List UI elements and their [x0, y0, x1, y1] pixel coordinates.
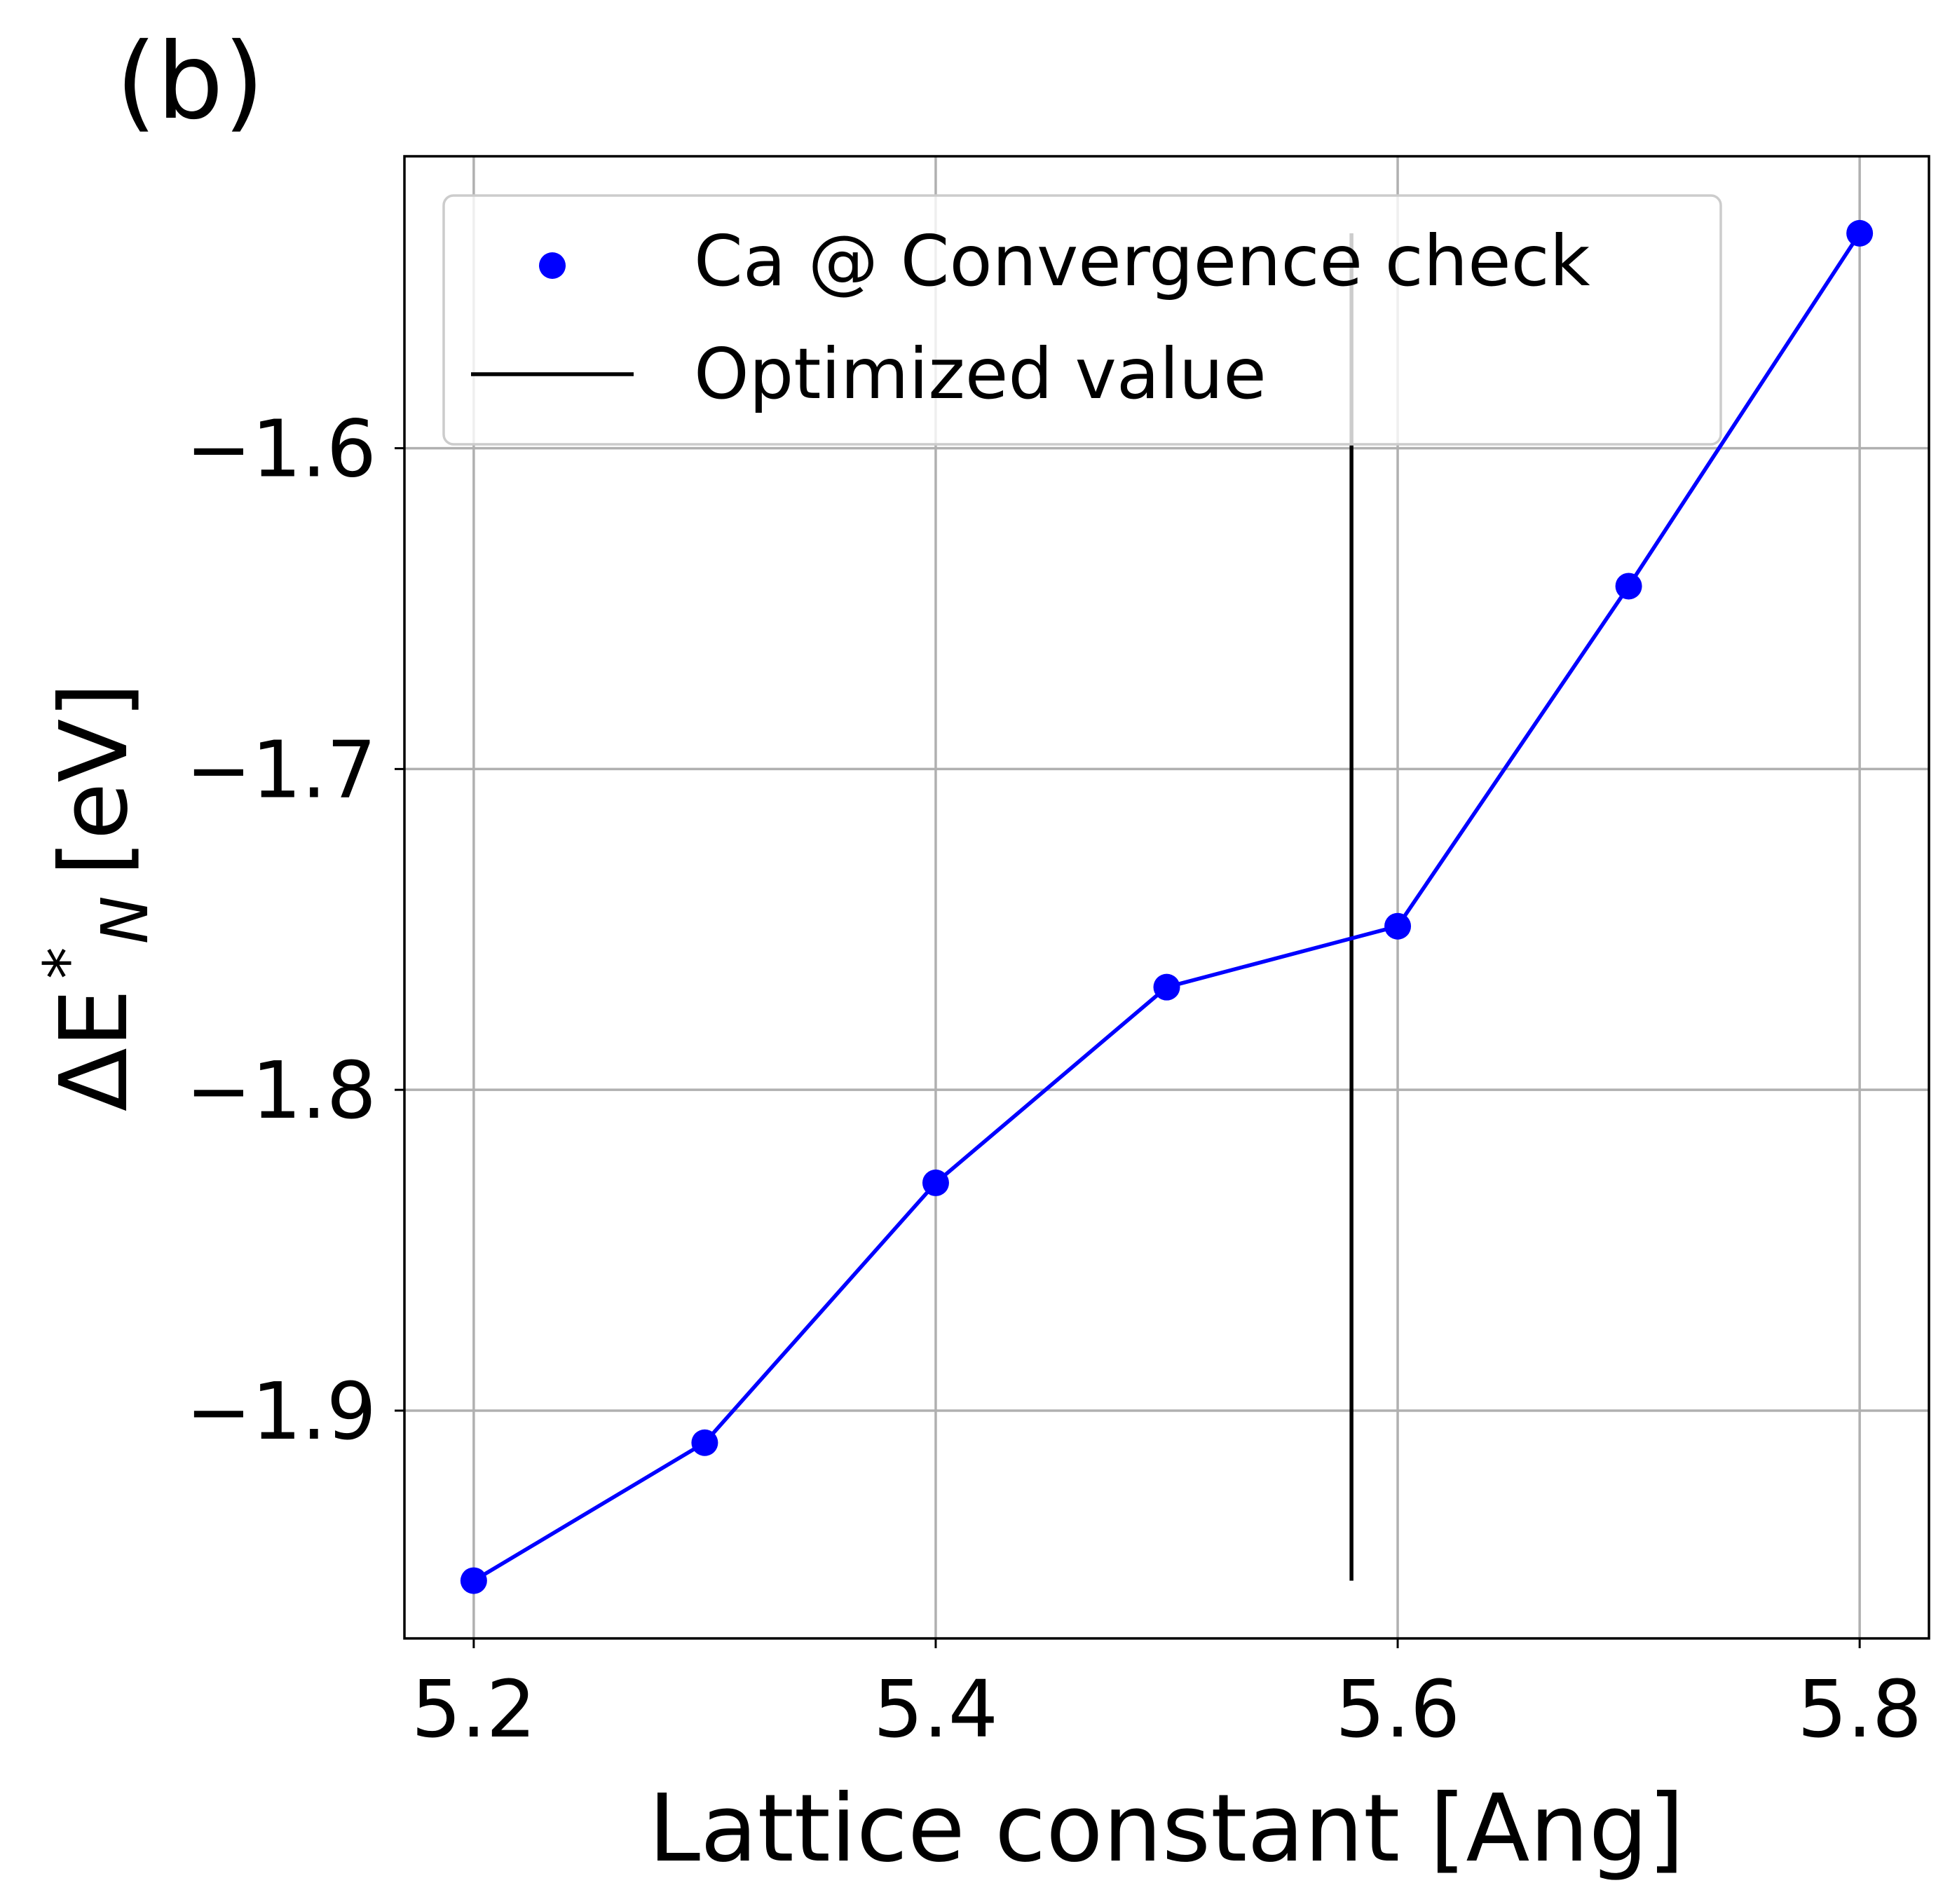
- y-tick-label: −1.7: [186, 725, 376, 816]
- tick-marks: [395, 447, 1861, 1648]
- x-axis-label: Lattice constant [Ang]: [648, 1775, 1684, 1883]
- data-points: [460, 219, 1874, 1594]
- data-point: [1384, 912, 1412, 940]
- y-axis-label-superscript: *: [30, 947, 105, 979]
- x-tick-label: 5.4: [873, 1664, 998, 1755]
- legend-marker-ca-convergence: [539, 252, 566, 279]
- y-axis-label-main: ΔE: [41, 989, 149, 1111]
- x-tick-label: 5.2: [411, 1664, 536, 1755]
- y-tick-labels: −1.9 −1.8 −1.7 −1.6: [186, 404, 376, 1458]
- y-axis-label-subscript: N: [88, 896, 163, 944]
- legend: Ca @ Convergence check Optimized value: [442, 194, 1722, 446]
- y-tick-label: −1.8: [186, 1046, 376, 1137]
- y-tick-label: −1.9: [186, 1367, 376, 1458]
- y-axis-label: ΔE *N [eV]: [30, 683, 163, 1111]
- x-tick-labels: 5.2 5.4 5.6 5.8: [411, 1664, 1922, 1755]
- y-tick-label: −1.6: [186, 404, 376, 495]
- data-point: [1846, 219, 1874, 247]
- plot-frame: [403, 155, 1930, 1640]
- panel-label: (b): [116, 21, 264, 143]
- data-point: [922, 1169, 949, 1196]
- y-axis-label-unit: [eV]: [41, 683, 149, 877]
- data-point: [460, 1567, 487, 1594]
- data-point: [1153, 973, 1180, 1001]
- x-tick-label: 5.6: [1335, 1664, 1460, 1755]
- legend-label-optimized-value: Optimized value: [694, 333, 1267, 415]
- x-tick-label: 5.8: [1797, 1664, 1922, 1755]
- data-point: [1615, 573, 1642, 600]
- legend-box: [442, 194, 1722, 446]
- legend-label-ca-convergence: Ca @ Convergence check: [694, 220, 1590, 302]
- data-point: [691, 1429, 718, 1456]
